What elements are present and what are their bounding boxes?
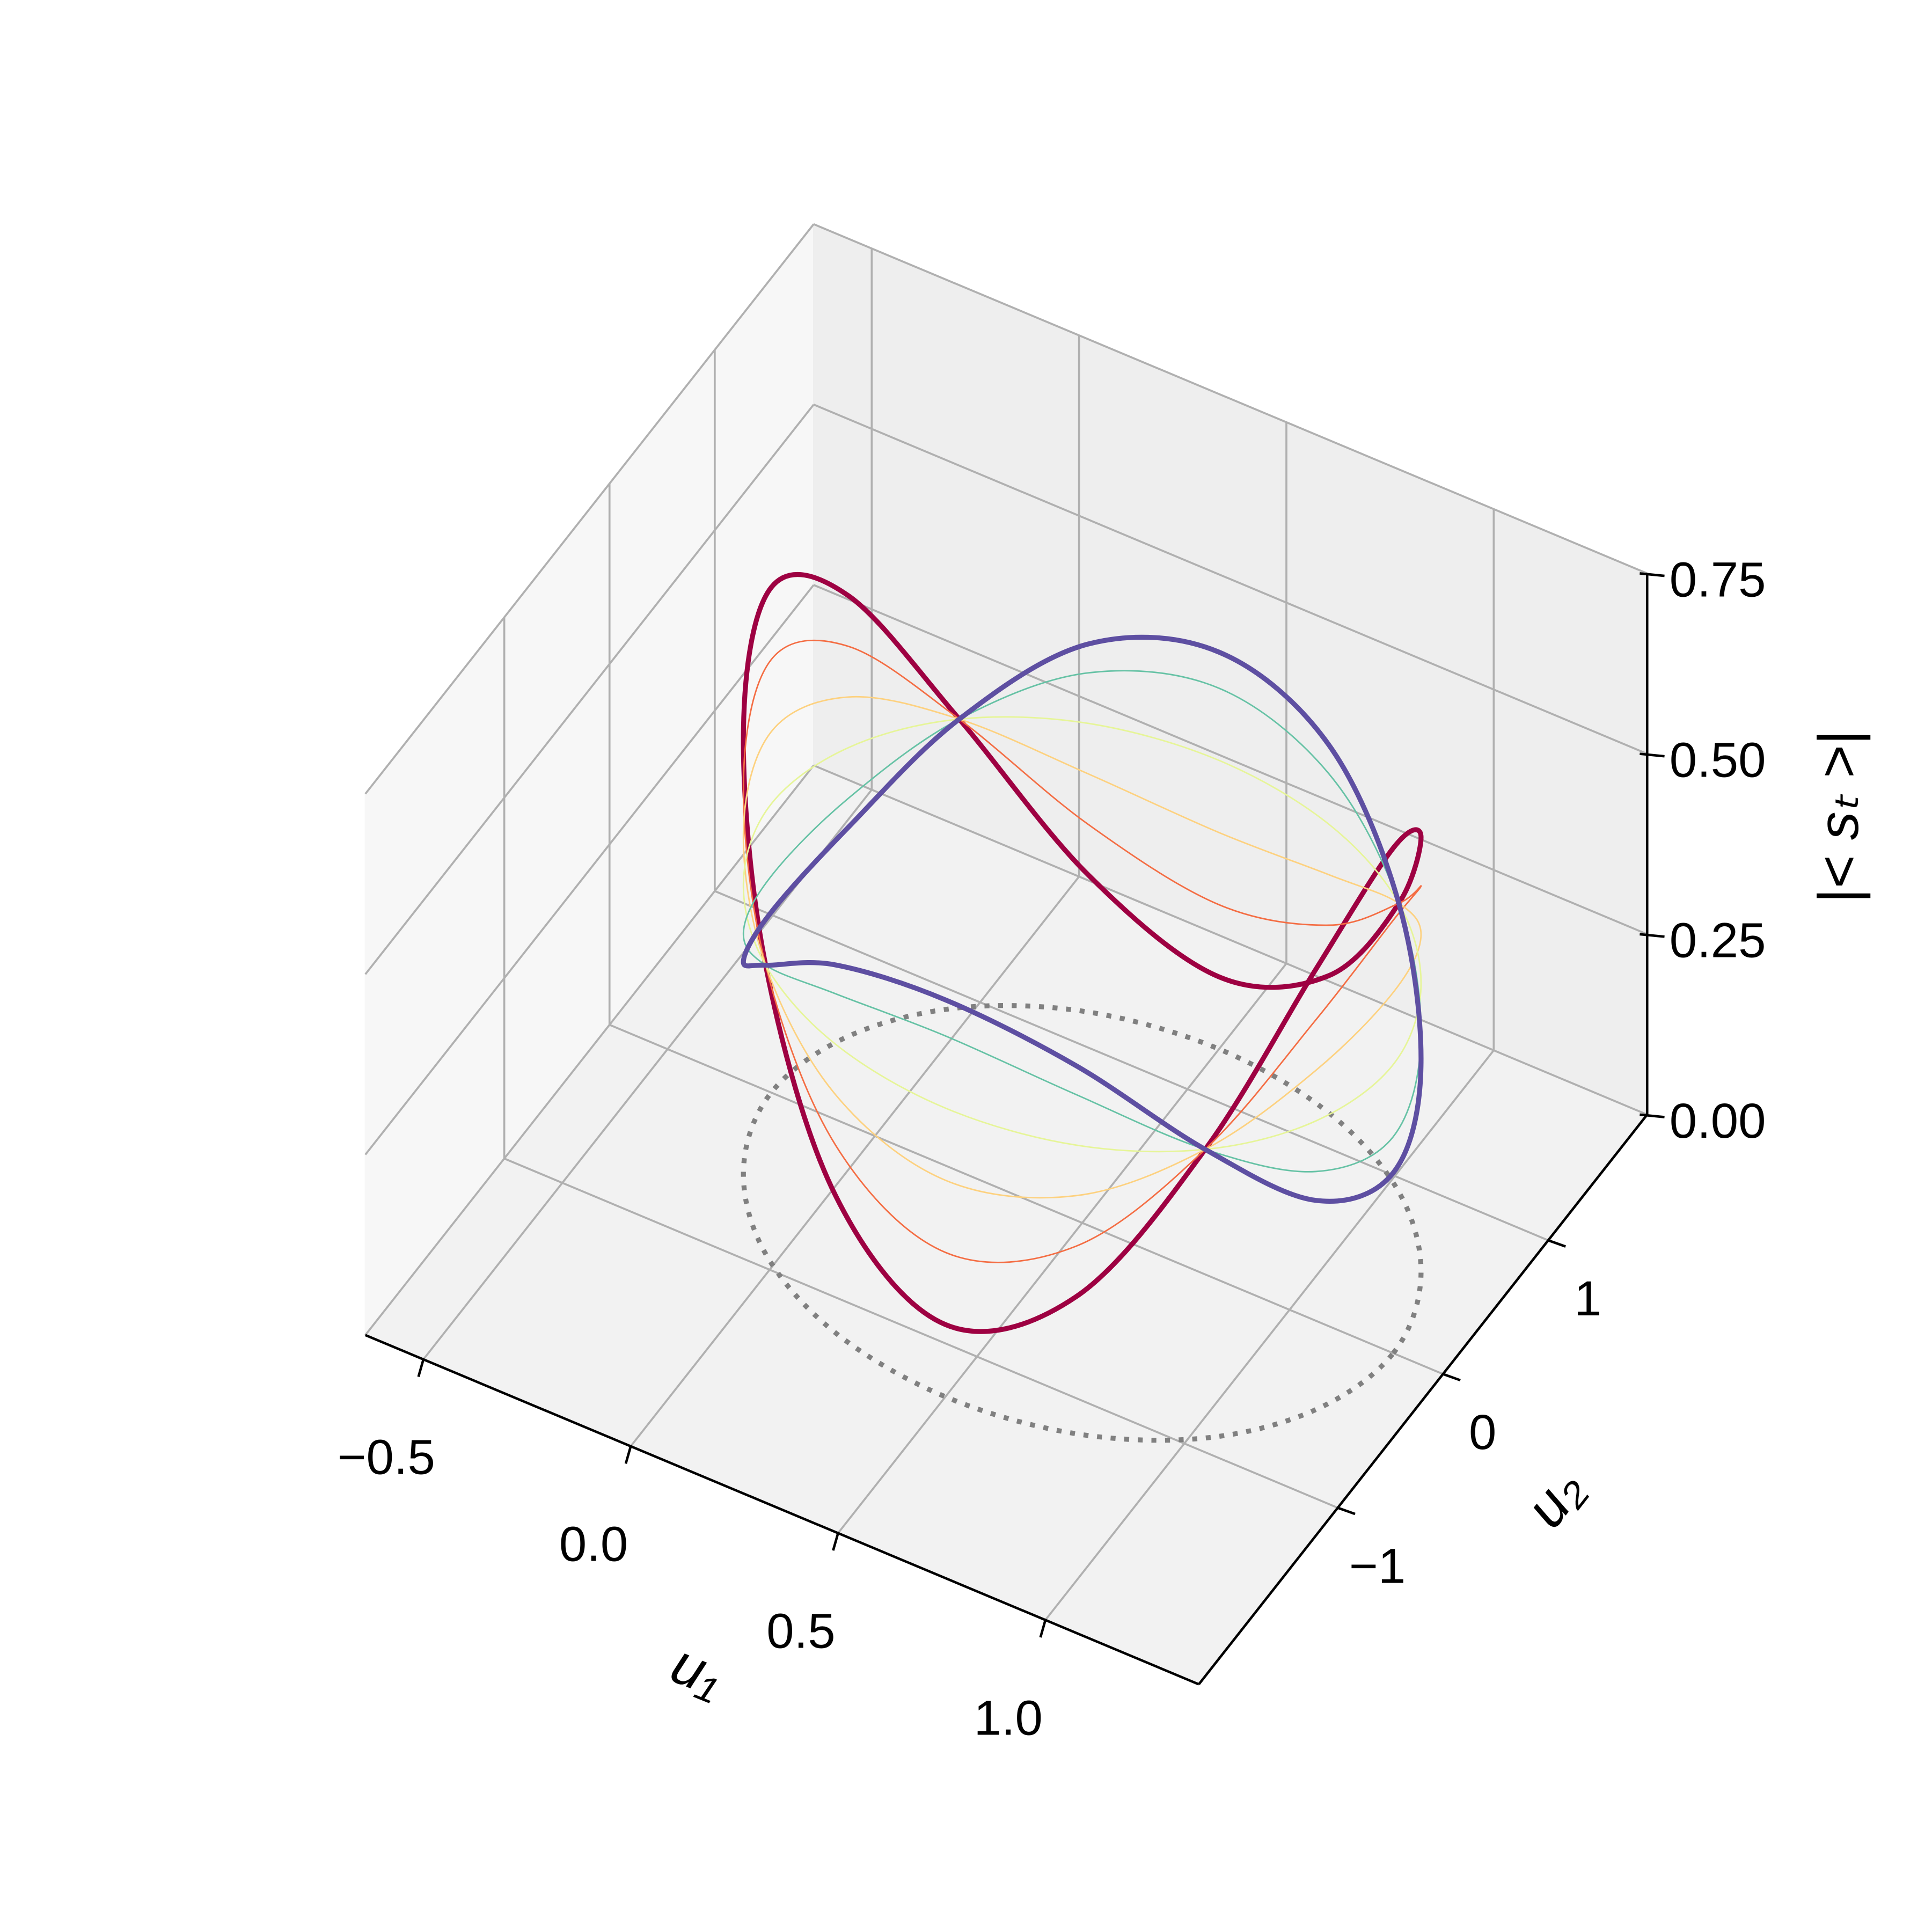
axis-line <box>364 1334 1199 1686</box>
z-tick <box>1640 572 1665 577</box>
series-line <box>742 696 1422 1199</box>
x-tick-label: 0.0 <box>559 1516 628 1572</box>
grid-line <box>609 1023 1444 1375</box>
grid-line <box>364 584 815 1155</box>
x-tick <box>624 1446 632 1464</box>
y-tick <box>1337 1506 1356 1516</box>
series-line <box>741 634 1424 1204</box>
x-tick-label: 1.0 <box>974 1689 1043 1745</box>
grid-line <box>503 1158 1338 1509</box>
z-axis-label: |< sₜ >| <box>1807 731 1870 904</box>
z-tick-label: 0.00 <box>1670 1093 1766 1148</box>
x-tick-label: −0.5 <box>338 1429 435 1485</box>
grid-line <box>364 223 815 795</box>
series-line <box>742 639 1422 1263</box>
grid-line <box>813 764 1648 1116</box>
y-tick <box>1443 1373 1461 1382</box>
panes <box>364 222 1649 1685</box>
x-tick <box>417 1359 425 1377</box>
z-tick-label: 0.50 <box>1670 731 1766 787</box>
grid-line <box>1044 1049 1495 1621</box>
grid-line <box>813 404 1648 755</box>
z-tick <box>1640 1113 1665 1118</box>
z-tick-label: 0.75 <box>1670 551 1766 607</box>
y-tick <box>1548 1239 1566 1248</box>
z-tick <box>1640 933 1665 938</box>
grid-line <box>813 584 1648 935</box>
axis-line <box>1198 1114 1649 1685</box>
marks <box>741 572 1424 1443</box>
grid-line <box>813 223 1648 575</box>
grid-line <box>837 963 1287 1534</box>
x-tick-label: 0.5 <box>766 1602 835 1658</box>
series-line <box>741 572 1424 1334</box>
grid <box>364 223 1648 1621</box>
x-tick <box>832 1533 839 1551</box>
y-tick-label: −1 <box>1349 1538 1406 1593</box>
grid-line <box>364 404 815 975</box>
grid-line <box>714 890 1549 1241</box>
grid-line <box>630 876 1080 1447</box>
axes: −0.5 0.0 0.5 1.0 −1 0 1 0.00 0.25 0.50 0.75 <box>338 551 1766 1745</box>
series-line <box>742 670 1422 1173</box>
z-tick-label: 0.25 <box>1670 912 1766 968</box>
x-axis-label: u₁ <box>663 1632 733 1709</box>
series-line <box>742 716 1422 1153</box>
z-tick <box>1640 752 1665 758</box>
y-axis-label: u₂ <box>1513 1458 1596 1539</box>
grid-line <box>364 765 815 1336</box>
x-tick <box>1039 1620 1047 1638</box>
y-tick-label: 1 <box>1574 1270 1601 1326</box>
y-tick-label: 0 <box>1469 1404 1496 1460</box>
